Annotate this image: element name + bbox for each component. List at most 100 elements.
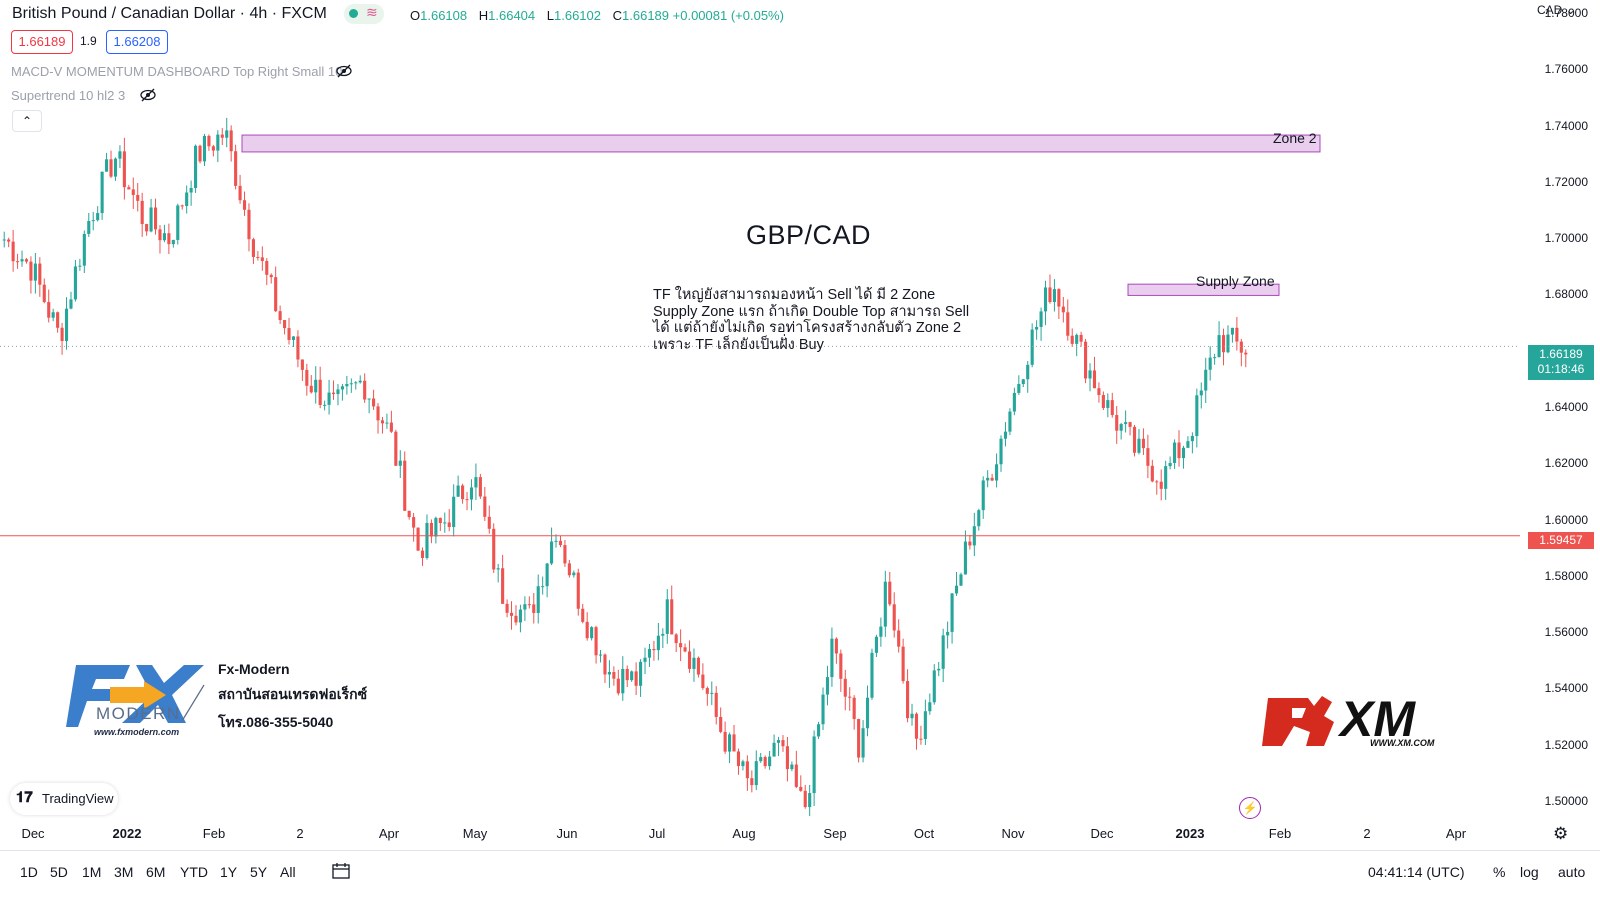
candle-body[interactable] [696, 657, 700, 675]
candle-body[interactable] [1217, 335, 1221, 358]
candle-body[interactable] [331, 392, 336, 395]
candle-body[interactable] [1159, 481, 1163, 489]
candle-body[interactable] [865, 697, 870, 729]
candle-body[interactable] [883, 581, 887, 627]
candle-body[interactable] [1021, 379, 1025, 385]
zone-rectangle[interactable] [241, 134, 1321, 153]
candle-body[interactable] [1199, 390, 1203, 396]
candle-body[interactable] [834, 638, 838, 654]
candle-body[interactable] [287, 328, 291, 340]
candle-body[interactable] [1003, 431, 1008, 439]
candle-body[interactable] [434, 517, 438, 537]
candle-body[interactable] [1186, 441, 1190, 448]
candle-body[interactable] [336, 389, 340, 395]
candle-body[interactable] [861, 728, 865, 758]
candle-body[interactable] [20, 259, 24, 262]
candle-body[interactable] [247, 209, 251, 240]
candle-body[interactable] [60, 327, 64, 342]
candle-body[interactable] [127, 187, 131, 190]
candle-body[interactable] [7, 239, 11, 242]
candle-body[interactable] [701, 674, 705, 689]
candle-body[interactable] [941, 635, 945, 669]
candle-body[interactable] [946, 631, 950, 636]
candle-body[interactable] [768, 756, 772, 767]
candle-body[interactable] [376, 406, 380, 421]
candle-body[interactable] [1137, 438, 1141, 453]
candle-body[interactable] [754, 761, 758, 786]
candle-body[interactable] [69, 299, 73, 309]
candle-body[interactable] [745, 761, 749, 779]
candle-body[interactable] [790, 764, 794, 770]
candle-body[interactable] [42, 284, 46, 303]
candle-body[interactable] [1226, 334, 1230, 353]
candle-body[interactable] [1173, 442, 1177, 463]
candle-body[interactable] [1008, 411, 1012, 432]
candle-body[interactable] [1075, 334, 1079, 344]
candle-body[interactable] [296, 336, 300, 360]
candle-body[interactable] [265, 260, 269, 275]
candle-body[interactable] [590, 627, 594, 639]
collapse-legend-button[interactable]: ⌃ [12, 110, 42, 132]
candle-body[interactable] [625, 668, 629, 681]
analysis-note[interactable]: TF ใหญ่ยังสามารถมองหน้า Sell ได้ มี 2 Zo… [653, 287, 1033, 353]
timeframe-button-all[interactable]: All [280, 864, 296, 880]
candle-body[interactable] [1035, 326, 1039, 330]
candle-body[interactable] [180, 205, 184, 207]
lightning-icon[interactable]: ⚡ [1239, 797, 1261, 819]
candle-body[interactable] [1208, 357, 1212, 370]
candle-body[interactable] [438, 517, 442, 524]
candle-body[interactable] [412, 517, 416, 528]
candle-body[interactable] [741, 761, 745, 767]
candle-body[interactable] [260, 257, 264, 261]
candle-body[interactable] [496, 568, 500, 570]
candle-body[interactable] [1079, 334, 1083, 342]
candle-body[interactable] [536, 586, 540, 613]
candle-body[interactable] [1012, 392, 1016, 412]
candle-body[interactable] [1181, 447, 1186, 459]
candle-body[interactable] [541, 586, 545, 588]
candle-body[interactable] [639, 661, 643, 686]
candle-body[interactable] [300, 359, 304, 370]
candle-body[interactable] [198, 145, 202, 162]
utc-clock[interactable]: 04:41:14 (UTC) [1368, 864, 1465, 880]
candle-body[interactable] [1213, 357, 1217, 359]
candle-body[interactable] [509, 612, 514, 616]
candle-body[interactable] [567, 563, 571, 576]
candle-body[interactable] [283, 320, 287, 329]
candle-body[interactable] [670, 599, 674, 635]
zone2-label[interactable]: Zone 2 [1273, 130, 1317, 146]
candle-body[interactable] [852, 697, 856, 720]
candle-body[interactable] [1088, 370, 1092, 379]
candle-body[interactable] [420, 550, 425, 558]
candle-body[interactable] [705, 688, 709, 694]
timeframe-button-6m[interactable]: 6M [146, 864, 166, 880]
candle-body[interactable] [16, 261, 20, 263]
candle-body[interactable] [189, 187, 193, 193]
candle-body[interactable] [572, 572, 576, 576]
candle-body[interactable] [692, 657, 696, 669]
candle-body[interactable] [1195, 395, 1199, 436]
candle-body[interactable] [643, 657, 647, 662]
candle-body[interactable] [1084, 341, 1088, 379]
candle-body[interactable] [759, 757, 763, 762]
candle-body[interactable] [149, 207, 153, 232]
candle-body[interactable] [808, 793, 812, 808]
candle-body[interactable] [82, 233, 86, 266]
candle-body[interactable] [274, 277, 278, 312]
candle-body[interactable] [1106, 400, 1110, 408]
candle-body[interactable] [594, 627, 598, 656]
candle-body[interactable] [1244, 352, 1248, 355]
candle-body[interactable] [501, 568, 505, 604]
candle-body[interactable] [563, 545, 567, 564]
candle-body[interactable] [1030, 329, 1034, 365]
candle-body[interactable] [839, 653, 843, 679]
candle-body[interactable] [367, 398, 371, 400]
candle-body[interactable] [291, 336, 296, 340]
candle-body[interactable] [358, 380, 362, 383]
candle-body[interactable] [634, 671, 638, 686]
candle-body[interactable] [1048, 287, 1052, 303]
candle-body[interactable] [1146, 448, 1150, 466]
candle-body[interactable] [394, 431, 398, 466]
candle-body[interactable] [229, 130, 233, 152]
zone-rectangle[interactable] [1127, 283, 1280, 296]
